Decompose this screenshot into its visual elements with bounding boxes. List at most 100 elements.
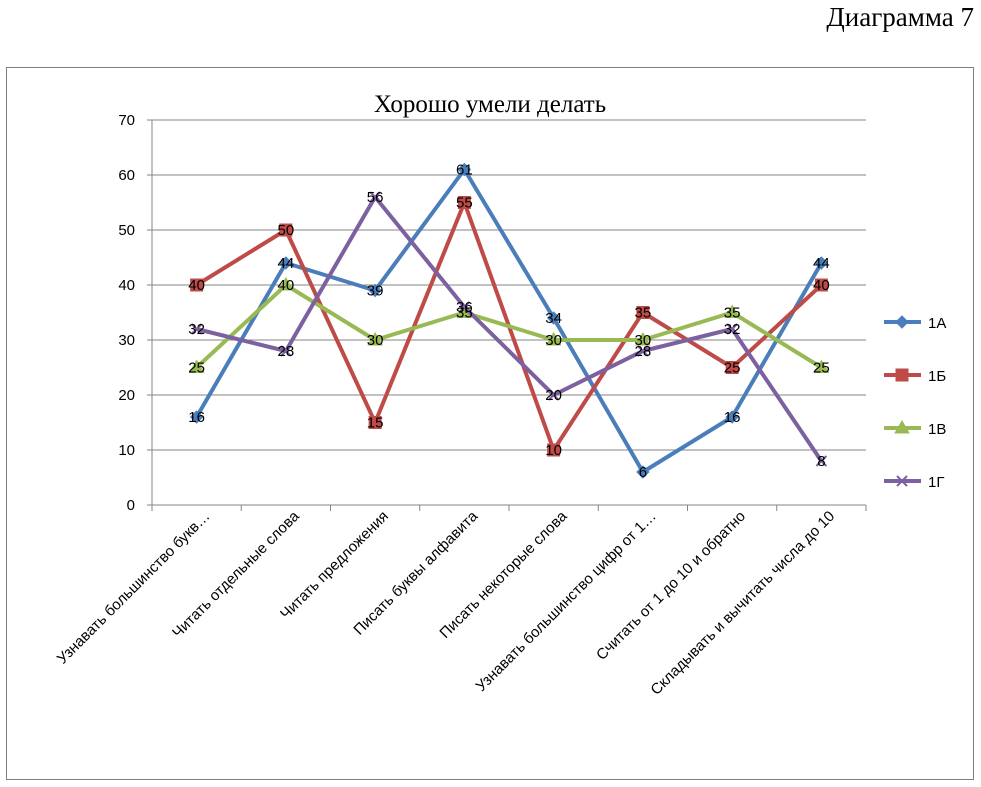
- legend-item: 1Б: [884, 368, 946, 385]
- data-label: 40: [813, 277, 830, 294]
- data-label: 30: [635, 332, 652, 349]
- x-tick-label: Складывать и вычитать числа до 10: [647, 508, 838, 699]
- data-point: [278, 277, 294, 291]
- data-point: [457, 162, 472, 177]
- data-point: [635, 332, 651, 346]
- series-lines: [188, 162, 830, 479]
- y-tick-label: 50: [118, 222, 135, 239]
- data-point-stroke: [547, 389, 560, 401]
- y-tick-label: 60: [118, 167, 135, 184]
- data-point: [367, 332, 383, 346]
- legend-item: 1А: [884, 315, 946, 332]
- data-point: [813, 359, 830, 373]
- data-label: 35: [456, 305, 473, 322]
- data-label: 16: [724, 409, 741, 426]
- data-point: [636, 465, 650, 479]
- series-line: [194, 167, 824, 474]
- data-point: [725, 361, 739, 374]
- data-labels-1А: 16 44 39 61 34 6 16 44: [188, 162, 829, 482]
- legend-label: 1Б: [928, 368, 946, 385]
- data-label: 20: [545, 387, 562, 404]
- data-labels-1Б: 40 50 15 55 10 35 25 40: [188, 195, 829, 460]
- y-tick-label: 30: [118, 332, 135, 349]
- data-point: [894, 420, 910, 434]
- data-point: [368, 283, 382, 298]
- data-label: 6: [639, 464, 647, 481]
- series-1А: [189, 162, 829, 479]
- data-point: [546, 311, 561, 325]
- data-point: [814, 278, 828, 292]
- data-point: [724, 304, 740, 318]
- data-point-stroke: [726, 323, 738, 335]
- legend-label: 1Г: [928, 474, 944, 491]
- data-point: [190, 278, 204, 292]
- page-label: Диаграмма 7: [826, 2, 974, 32]
- data-label: 32: [188, 321, 205, 338]
- data-labels-1Г: 32 28 56 36 20 28 32 8: [188, 189, 825, 470]
- data-point: [369, 191, 381, 203]
- data-label: 32: [724, 321, 741, 338]
- data-point: [458, 301, 471, 313]
- data-label: 44: [278, 255, 295, 272]
- x-tick-label: Узнавать большинство букв…: [54, 508, 214, 668]
- x-tick-label: Узнавать большинство цифр от 1…: [473, 508, 660, 695]
- data-point: [896, 475, 908, 487]
- series-line: [196, 195, 824, 463]
- chart-title: Хорошо умели делать: [374, 91, 606, 118]
- legend-label: 1А: [928, 315, 946, 332]
- data-point: [547, 443, 561, 457]
- y-tick-label: 10: [118, 442, 135, 459]
- x-tick-label: Считать от 1 до 10 и обратно: [593, 508, 749, 664]
- data-label: 28: [278, 343, 295, 360]
- data-label: 36: [456, 299, 473, 316]
- legend-label: 1В: [928, 421, 946, 438]
- data-point: [280, 345, 292, 357]
- grid: [152, 119, 866, 451]
- data-point-stroke: [815, 455, 828, 467]
- data-point: [637, 345, 649, 357]
- data-label: 61: [456, 162, 473, 179]
- data-label: 35: [635, 305, 652, 322]
- data-point-stroke: [637, 345, 649, 357]
- data-point: [190, 323, 203, 335]
- data-label: 40: [188, 277, 205, 294]
- data-label: 30: [545, 332, 562, 349]
- data-point: [895, 368, 909, 382]
- legend: 1А 1Б 1В 1Г: [884, 315, 946, 491]
- data-label: 35: [724, 305, 741, 322]
- data-point: [895, 315, 909, 329]
- data-point: [188, 359, 205, 373]
- data-point: [815, 455, 828, 467]
- data-label: 15: [367, 415, 384, 432]
- data-point: [545, 332, 562, 346]
- data-point: [725, 410, 739, 424]
- series-1Г: [190, 191, 828, 467]
- data-point: [457, 196, 471, 209]
- data-point: [189, 410, 204, 424]
- data-labels-1В: 25 40 30 35 30 30 35 25: [188, 277, 829, 377]
- data-label: 16: [188, 409, 205, 426]
- y-tick-label: 70: [118, 112, 135, 129]
- series-line: [195, 283, 823, 370]
- data-label: 34: [545, 310, 562, 327]
- data-label: 25: [813, 360, 830, 377]
- data-label: 56: [367, 189, 384, 206]
- data-label: 28: [635, 343, 652, 360]
- legend-item: 1В: [884, 420, 946, 438]
- legend-item: 1Г: [884, 474, 944, 491]
- data-point: [814, 256, 829, 270]
- data-point-stroke: [190, 323, 203, 335]
- data-label: 39: [367, 283, 384, 300]
- chart-frame: [6, 67, 974, 780]
- data-point: [279, 256, 293, 270]
- data-label: 50: [278, 222, 295, 239]
- y-tick-label: 0: [127, 497, 135, 514]
- data-label: 55: [456, 195, 473, 212]
- data-point: [726, 323, 738, 335]
- data-point: [636, 306, 650, 319]
- data-point-stroke: [896, 475, 908, 487]
- y-tick-label: 20: [118, 387, 135, 404]
- data-point-stroke: [458, 301, 471, 313]
- y-tick-label: 40: [118, 277, 135, 294]
- data-label: 25: [188, 360, 205, 377]
